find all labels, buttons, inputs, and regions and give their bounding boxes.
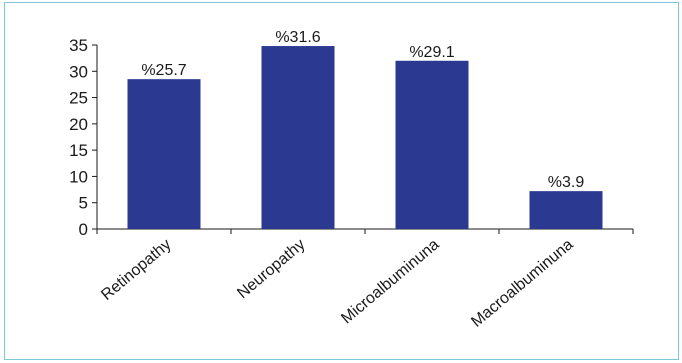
chart-bars	[127, 46, 603, 230]
y-tick-label: 0	[79, 220, 88, 239]
y-tick-label: 20	[69, 115, 88, 134]
bar-macroalbuminuna	[529, 191, 603, 229]
data-label: %29.1	[409, 44, 454, 61]
y-tick-label: 25	[69, 89, 88, 108]
x-tick-label: Macroalbuminuna	[468, 236, 576, 331]
y-tick-label: 5	[79, 194, 88, 213]
bar-neuropathy	[261, 46, 335, 230]
y-tick-label: 15	[69, 141, 88, 160]
data-label: %31.6	[275, 29, 320, 46]
y-tick-label: 35	[69, 36, 88, 55]
chart-frame	[4, 2, 679, 360]
y-tick-label: 10	[69, 167, 88, 186]
bar-retinopathy	[127, 79, 201, 230]
y-tick-label: 30	[69, 62, 88, 81]
bar-microalbuminuna	[395, 60, 469, 230]
data-label: %3.9	[548, 174, 585, 191]
x-tick-label: Retinopathy	[98, 236, 174, 304]
x-tick-label: Microalbuminuna	[338, 236, 442, 327]
data-label: %25.7	[141, 62, 186, 79]
x-tick-label: Neuropathy	[234, 236, 308, 302]
